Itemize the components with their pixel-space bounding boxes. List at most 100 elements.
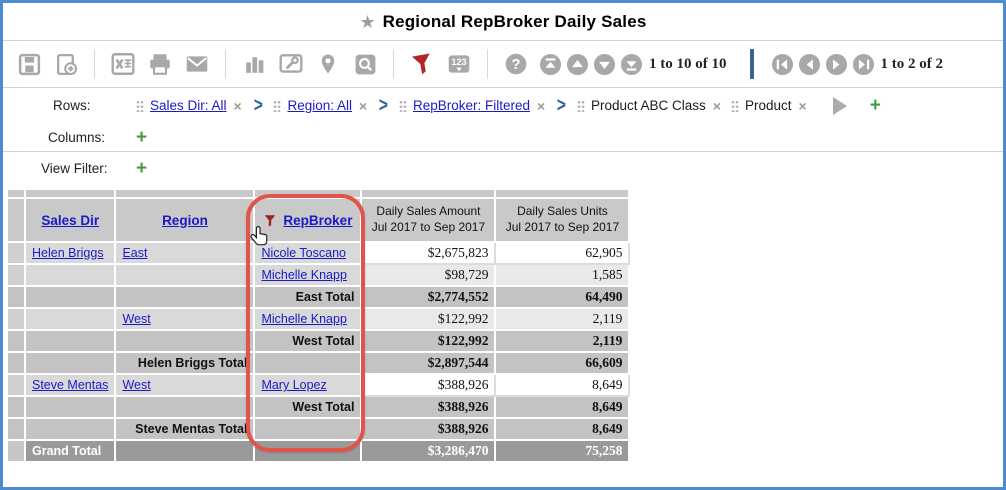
save-as-button[interactable] — [52, 50, 80, 78]
close-icon[interactable]: × — [712, 97, 721, 114]
export-excel-button[interactable] — [109, 50, 137, 78]
report-table-zone: Sales Dir Region RepBroker Daily Sales A… — [3, 185, 1003, 463]
label-cell[interactable]: Nicole Toscano — [254, 242, 363, 265]
chip-product: Product × — [730, 97, 808, 114]
chip-sales-dir: Sales Dir: All × — [136, 98, 243, 113]
drilldown-link[interactable]: Helen Briggs — [32, 246, 104, 260]
label-cell[interactable]: Steve Mentas — [25, 374, 117, 397]
toolbar: 123 ? 1 to 10 of 10 1 to 2 of 2 — [3, 41, 1003, 88]
label-cell — [115, 286, 256, 309]
chip-repbroker-link[interactable]: RepBroker: Filtered — [412, 98, 531, 113]
drilldown-link[interactable]: East — [122, 246, 148, 260]
toolbar-separator — [393, 49, 394, 79]
drilldown-link[interactable]: Mary Lopez — [261, 378, 327, 392]
label-cell — [115, 264, 256, 287]
close-icon[interactable]: × — [537, 97, 546, 114]
rows-shelf-label: Rows: — [53, 98, 91, 113]
drilldown-link[interactable]: West — [122, 312, 151, 326]
header-gutter — [8, 198, 26, 243]
print-button[interactable] — [146, 50, 174, 78]
value-cell: 8,649 — [495, 396, 631, 419]
table-row: Michelle Knapp $98,729 1,585 — [8, 264, 631, 287]
filter-funnel-icon — [411, 53, 430, 74]
help-button[interactable]: ? — [502, 50, 530, 78]
drilldown-link[interactable]: West — [122, 378, 151, 392]
page-title: Regional RepBroker Daily Sales — [382, 11, 647, 31]
drag-handle-icon[interactable] — [136, 99, 144, 112]
column-header-sales-dir: Sales Dir — [25, 198, 117, 243]
region-header-link[interactable]: Region — [162, 212, 208, 228]
drilldown-link[interactable]: Michelle Knapp — [261, 312, 347, 326]
last-page-button[interactable] — [852, 53, 875, 76]
value-cell: $388,926 — [361, 374, 497, 397]
preview-button[interactable] — [351, 50, 379, 78]
row-gutter — [8, 374, 26, 397]
design-button[interactable] — [277, 50, 305, 78]
expand-more-icon[interactable] — [832, 96, 847, 115]
toolbar-separator — [487, 49, 488, 79]
chip-region-link[interactable]: Region: All — [287, 98, 353, 113]
toolbar-separator — [94, 49, 95, 79]
rows-chip-list: Sales Dir: All × > Region: All × > RepBr… — [136, 94, 881, 117]
filter-button[interactable] — [408, 50, 436, 78]
label-cell[interactable]: West — [115, 374, 256, 397]
save-button[interactable] — [15, 50, 43, 78]
value-cell: $2,675,823 — [361, 242, 497, 265]
close-icon[interactable]: × — [359, 97, 368, 114]
label-cell[interactable]: Michelle Knapp — [254, 308, 363, 331]
column-header-region: Region — [115, 198, 256, 243]
drilldown-link[interactable]: Nicole Toscano — [261, 246, 346, 260]
row-gutter — [8, 286, 26, 309]
add-row-field-button[interactable]: + — [869, 95, 881, 116]
chip-product-abc-class-label[interactable]: Product ABC Class — [590, 98, 706, 113]
repbroker-header-link[interactable]: RepBroker — [283, 212, 353, 228]
label-cell — [254, 440, 363, 463]
label-cell[interactable]: Mary Lopez — [254, 374, 363, 397]
drag-handle-icon[interactable] — [576, 99, 585, 112]
number-format-button[interactable]: 123 — [445, 50, 473, 78]
value-cell: 1,585 — [495, 264, 631, 287]
chart-button[interactable] — [240, 50, 268, 78]
label-cell — [25, 418, 117, 441]
label-cell — [254, 352, 363, 375]
value-cell: $3,286,470 — [361, 440, 497, 463]
sales-dir-header-link[interactable]: Sales Dir — [41, 212, 100, 228]
scroll-bottom-button[interactable] — [620, 53, 643, 76]
label-cell[interactable]: Michelle Knapp — [254, 264, 363, 287]
chip-sales-dir-link[interactable]: Sales Dir: All — [150, 98, 227, 113]
bar-chart-icon — [245, 56, 263, 73]
label-cell[interactable]: West — [115, 308, 256, 331]
chip-product-label[interactable]: Product — [744, 98, 792, 113]
previous-page-button[interactable] — [798, 53, 821, 76]
add-view-filter-button[interactable]: + — [136, 158, 148, 179]
value-cell: $388,926 — [361, 396, 497, 419]
first-page-button[interactable] — [771, 53, 794, 76]
drilldown-link[interactable]: Michelle Knapp — [261, 268, 347, 282]
scroll-up-button[interactable] — [566, 53, 589, 76]
chevron-right-icon: > — [556, 94, 567, 117]
favorite-star-icon[interactable]: ★ — [359, 11, 376, 32]
label-cell — [25, 352, 117, 375]
add-column-field-button[interactable]: + — [136, 126, 148, 148]
drag-handle-icon[interactable] — [273, 99, 282, 112]
row-pager-label: 1 to 10 of 10 — [649, 55, 727, 72]
number-format-icon: 123 — [448, 55, 470, 73]
save-as-icon — [56, 53, 77, 75]
email-button[interactable] — [183, 50, 211, 78]
close-icon[interactable]: × — [233, 97, 242, 114]
drilldown-link[interactable]: Steve Mentas — [32, 378, 109, 392]
column-header-repbroker: RepBroker — [254, 198, 363, 243]
label-cell[interactable]: Helen Briggs — [25, 242, 117, 265]
report-table: Sales Dir Region RepBroker Daily Sales A… — [8, 190, 631, 463]
column-filter-icon[interactable] — [263, 213, 277, 228]
table-row: West Total $122,992 2,119 — [8, 330, 631, 353]
scroll-top-button[interactable] — [539, 53, 562, 76]
next-page-button[interactable] — [825, 53, 848, 76]
drag-handle-icon[interactable] — [730, 99, 739, 112]
map-pin-button[interactable] — [314, 50, 342, 78]
scroll-down-button[interactable] — [593, 53, 616, 76]
close-icon[interactable]: × — [798, 97, 807, 114]
drag-handle-icon[interactable] — [398, 99, 407, 112]
label-cell[interactable]: East — [115, 242, 256, 265]
